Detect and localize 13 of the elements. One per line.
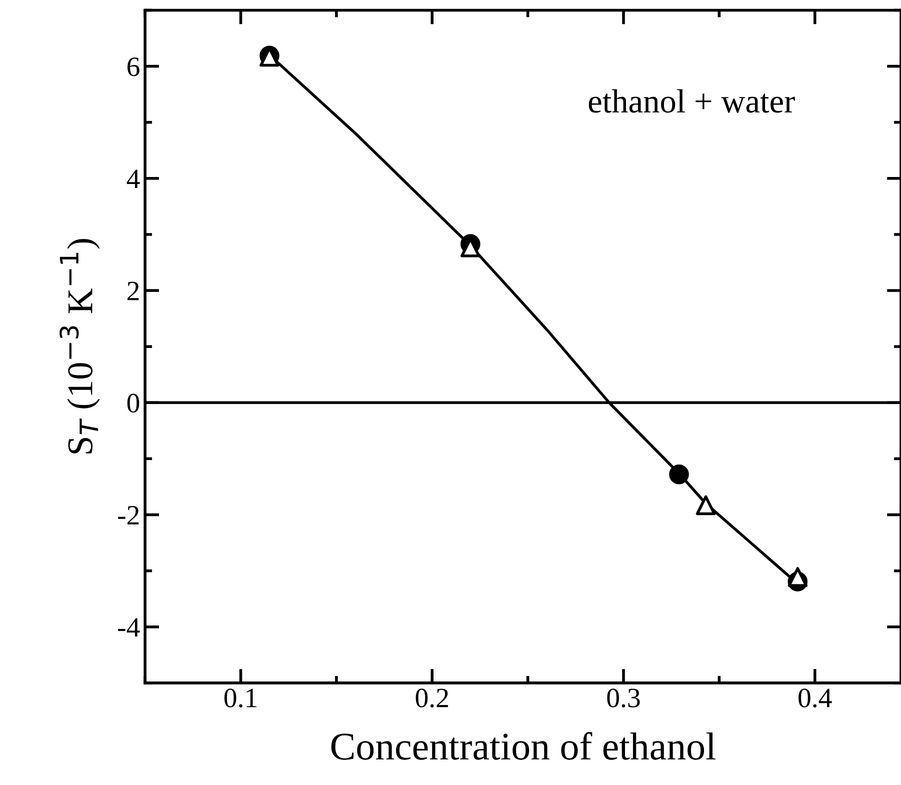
x-tick-label: 0.3 [607,688,640,708]
y-tick-label: -4 [118,618,140,637]
annotation: ethanol + water [588,89,795,113]
y-tick-label: 2 [128,282,139,300]
x-tick-label: 0.4 [798,688,832,708]
y-tick-label: 4 [126,170,140,188]
y-tick-label: 0 [127,394,140,413]
y-axis-title: S$_{T}$ (10$^{−3}$ K$^{−1}$) [60,239,100,454]
x-axis-title: Concentration of ethanol [331,732,716,760]
y-tick-label: -2 [118,506,139,524]
y-tick-label: 6 [128,58,140,76]
x-tick-label: 0.1 [224,688,256,708]
x-tick-label: 0.2 [416,688,448,708]
